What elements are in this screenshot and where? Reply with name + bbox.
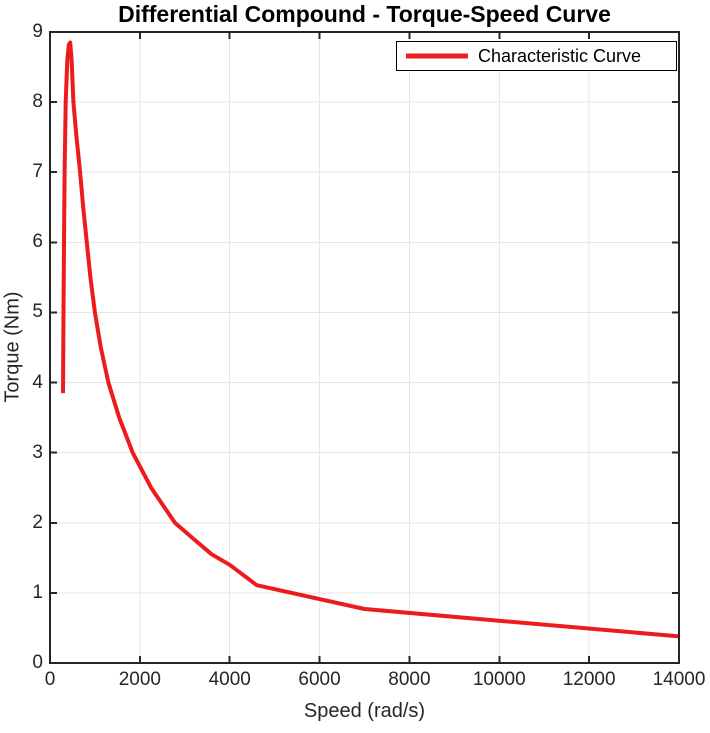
y-tick-label: 2 bbox=[32, 511, 43, 533]
y-tick-label: 4 bbox=[32, 371, 43, 393]
x-tick-label: 8000 bbox=[388, 669, 431, 690]
y-tick-label: 3 bbox=[32, 441, 43, 463]
legend-label: Characteristic Curve bbox=[478, 45, 642, 66]
y-tick-label: 6 bbox=[32, 231, 43, 253]
y-tick-label: 7 bbox=[32, 161, 43, 183]
x-tick-label: 10000 bbox=[472, 669, 526, 690]
x-tick-label: 2000 bbox=[118, 669, 161, 690]
x-tick-label: 4000 bbox=[208, 669, 251, 690]
x-axis-label: Speed (rad/s) bbox=[303, 700, 426, 722]
legend-line-swatch bbox=[406, 53, 468, 59]
legend: Characteristic Curve bbox=[396, 41, 677, 71]
y-tick-label: 1 bbox=[32, 581, 43, 603]
axes-box bbox=[49, 31, 680, 664]
x-tick-label: 12000 bbox=[562, 669, 616, 690]
y-tick-label: 9 bbox=[32, 21, 43, 42]
x-tick-label: 14000 bbox=[652, 669, 706, 690]
y-tick-label: 0 bbox=[32, 652, 43, 673]
x-tick-label: 0 bbox=[44, 669, 56, 690]
y-tick-label: 5 bbox=[32, 301, 43, 323]
x-tick-label: 6000 bbox=[298, 669, 341, 690]
chart-title: Differential Compound - Torque-Speed Cur… bbox=[118, 1, 611, 27]
curve-characteristic-curve bbox=[61, 40, 680, 639]
y-tick-label: 8 bbox=[32, 91, 43, 113]
